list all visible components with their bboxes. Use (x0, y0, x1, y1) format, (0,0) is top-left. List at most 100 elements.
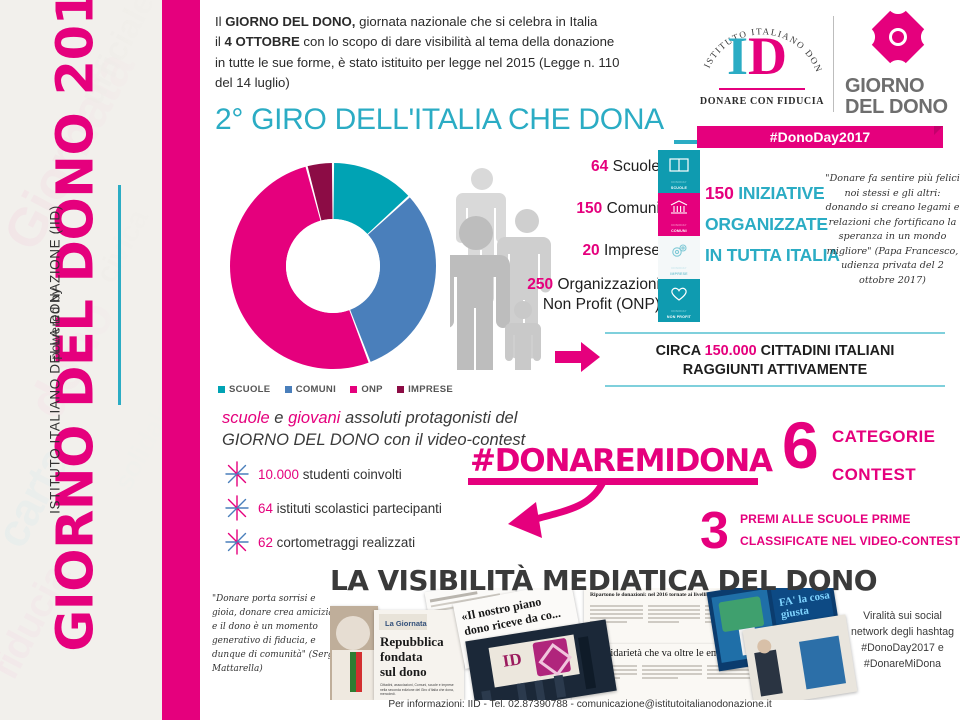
contest-cat-line2: CONTEST (832, 465, 917, 484)
circa-line2: RAGGIUNTI ATTIVAMENTE (682, 362, 868, 378)
stat-scuole: 64 Scuole (591, 157, 660, 177)
press-clippings-collage: La Giornata Repubblica fondata sul dono … (330, 588, 960, 700)
stat-number: 250 (527, 276, 554, 293)
sidebar-overlay (0, 0, 162, 720)
badge-column: DONODAY SCUOLE DONODAY COMUNI (658, 150, 700, 322)
main-content: Il GIORNO DEL DONO, giornata nazionale c… (200, 0, 960, 720)
iid-letter-i: I (727, 26, 749, 86)
badge-top-text: DONODAY (671, 309, 687, 313)
donut-slice-imprese (307, 163, 333, 221)
bullet-number: 10.000 (258, 466, 299, 482)
cittadini-text: CIRCA 150.000 CITTADINI ITALIANI RAGGIUN… (605, 334, 945, 380)
intro-l2b: 4 OTTOBRE (224, 34, 300, 50)
sg-p3: giovani (288, 409, 341, 427)
clipping-headline: Ripartono le donazioni: nel 2016 tornate… (590, 592, 728, 598)
stat-number: 150 (576, 200, 603, 217)
circa-a: CIRCA (655, 343, 705, 359)
iniziative-word1: INIZIATIVE (733, 183, 825, 203)
bullet-text: cortometraggi realizzati (272, 534, 416, 550)
intro-l1c: giornata nazionale che si celebra in Ita… (355, 14, 598, 29)
stat-label: Scuole (608, 158, 660, 175)
intro-l1a: Il (215, 14, 226, 29)
gear-icon (672, 244, 687, 257)
circa-b: CITTADINI ITALIANI (756, 343, 895, 359)
sg-p4: assoluti protagonisti del (340, 409, 518, 427)
bullet-number: 64 (258, 500, 273, 516)
gdd-diamond-icon (867, 6, 929, 68)
badge-label: COMUNI (671, 229, 687, 233)
stat-label: Imprese (599, 242, 660, 259)
clipping-la-giornata: La Giornata Repubblica fondata sul dono … (374, 610, 464, 700)
legend-item-scuole: SCUOLE (218, 384, 270, 395)
donoday-banner: #DonoDay2017 (697, 126, 943, 148)
legend-item-imprese: IMPRESE (397, 384, 453, 395)
intro-l3: in tutte le sue forme, è stato istituito… (215, 54, 620, 70)
stat-comuni: 150 Comuni (576, 199, 660, 219)
iid-logo: ISTITUTO ITALIANO DONAZIONE ID DONARE CO… (693, 0, 827, 120)
gdd-line1: GIORNO (845, 75, 925, 97)
clipping-kicker: La Giornata (379, 614, 427, 630)
sg-line2: GIORNO DEL DONO con il video-contest (222, 431, 526, 449)
chart-legend: SCUOLE COMUNI ONP IMPRESE (218, 384, 453, 395)
iid-letter-d: D (748, 26, 788, 86)
badge-top-text: DONODAY (671, 180, 687, 184)
sidebar: Giornata dono carta ufficiale civica fid… (0, 0, 162, 720)
badge-scuole: DONODAY SCUOLE (658, 150, 700, 193)
divider (605, 332, 945, 334)
legend-item-onp: ONP (350, 384, 383, 395)
headline-underline (674, 140, 710, 144)
badge-label: NON PROFIT (666, 315, 692, 319)
bullet-number: 62 (258, 534, 273, 550)
contest-cat-line1: CATEGORIE (832, 427, 936, 446)
intro-l2c: con lo scopo di dare visibilità al tema … (299, 34, 615, 50)
logo-group: ISTITUTO ITALIANO DONAZIONE ID DONARE CO… (693, 0, 952, 146)
divider (833, 16, 834, 112)
contest-count-6: 6 (782, 408, 819, 482)
donut-slice-comuni (350, 197, 436, 362)
pink-arrow-icon (555, 342, 600, 372)
contest-count-3: 3 (700, 502, 729, 560)
mattarella-quote: "Donare porta sorrisi e gioia, donare cr… (212, 594, 342, 674)
visibilita-heading: LA VISIBILITÀ MEDIATICA DEL DONO (330, 564, 878, 597)
book-icon (669, 158, 689, 172)
badge-top-text: DONODAY (671, 266, 687, 270)
sg-p2: e (269, 409, 289, 427)
stat-number: 20 (582, 242, 600, 259)
divider (605, 385, 945, 387)
heart-icon (671, 287, 687, 301)
hashtag-underline (468, 478, 758, 485)
donut-chart (218, 150, 448, 382)
clipping-body: Cittadini, associazioni, Comuni, scuole … (380, 683, 454, 697)
stat-label: Organizzazioni (553, 276, 660, 293)
gdd-wordmark: GIORNO DEL DONO (845, 76, 952, 118)
star-bullet-icon (225, 529, 249, 555)
intro-paragraph: Il GIORNO DEL DONO, giornata nazionale c… (215, 12, 695, 94)
donut-slice-scuole (333, 163, 409, 234)
bullet-text: studenti coinvolti (298, 466, 402, 482)
donut-slice-onp (230, 166, 369, 369)
viralita-text: Viralità sui social network degli hashta… (850, 610, 955, 670)
divider (118, 185, 121, 405)
clipping-headline-2: fondata (380, 649, 423, 664)
clipping-headline-1: Repubblica (380, 634, 444, 649)
premi-line2: CLASSIFICATE NEL VIDEO-CONTEST (740, 534, 960, 548)
iid-tagline: DONARE CON FIDUCIA (699, 96, 825, 107)
intro-l4: del 14 luglio) (215, 75, 290, 91)
hashtag-donaremidona: #DONAREMIDONA (470, 443, 773, 479)
premi-line1: PREMI ALLE SCUOLE PRIME (740, 512, 911, 526)
clipping-headline: Una solidarietà che va oltre le emergenz… (578, 648, 752, 659)
contest-premi-label: PREMI ALLE SCUOLE PRIME CLASSIFICATE NEL… (740, 508, 960, 552)
star-bullet-icon (225, 495, 249, 521)
badge-top-text: DONODAY (671, 223, 687, 227)
contest-categorie-label: CATEGORIE CONTEST (832, 418, 957, 494)
iid-monogram: ID (727, 29, 787, 83)
clipping-photo-pope (330, 606, 378, 700)
list-item: 62 cortometraggi realizzati (222, 525, 542, 559)
stat-imprese: 20 Imprese (582, 241, 660, 261)
stat-label-2: Non Profit (ONP) (542, 296, 660, 313)
star-bullet-icon (225, 461, 249, 487)
iniziative-line2: ORGANIZZATE (705, 214, 828, 234)
badge-nonprofit: DONODAY NON PROFIT (658, 279, 700, 322)
iniziative-line3: IN TUTTA ITALIA (705, 245, 840, 265)
